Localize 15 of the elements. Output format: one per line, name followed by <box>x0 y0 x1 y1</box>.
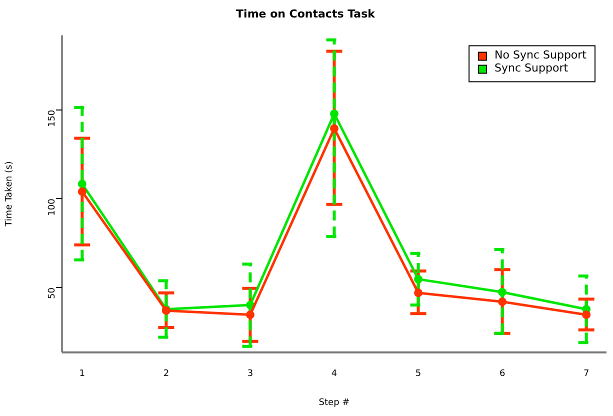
y-tick-label: 100 <box>47 198 58 216</box>
x-tick-label: 2 <box>163 369 170 380</box>
x-tick-label: 1 <box>79 369 86 380</box>
x-tick-label: 5 <box>415 369 422 380</box>
x-tick-label: 3 <box>247 369 254 380</box>
y-tick-label: 50 <box>47 287 58 299</box>
chart-title: Time on Contacts Task <box>236 7 376 20</box>
x-tick-label: 6 <box>499 369 506 380</box>
y-axis-title: Time Taken (s) <box>4 161 15 228</box>
legend-label: No Sync Support <box>494 48 588 62</box>
x-axis-title: Step # <box>318 398 350 408</box>
legend-label: Sync Support <box>494 62 569 75</box>
x-tick-label: 4 <box>331 369 338 380</box>
x-tick-label: 7 <box>583 369 590 380</box>
y-tick-label: 150 <box>47 110 58 128</box>
